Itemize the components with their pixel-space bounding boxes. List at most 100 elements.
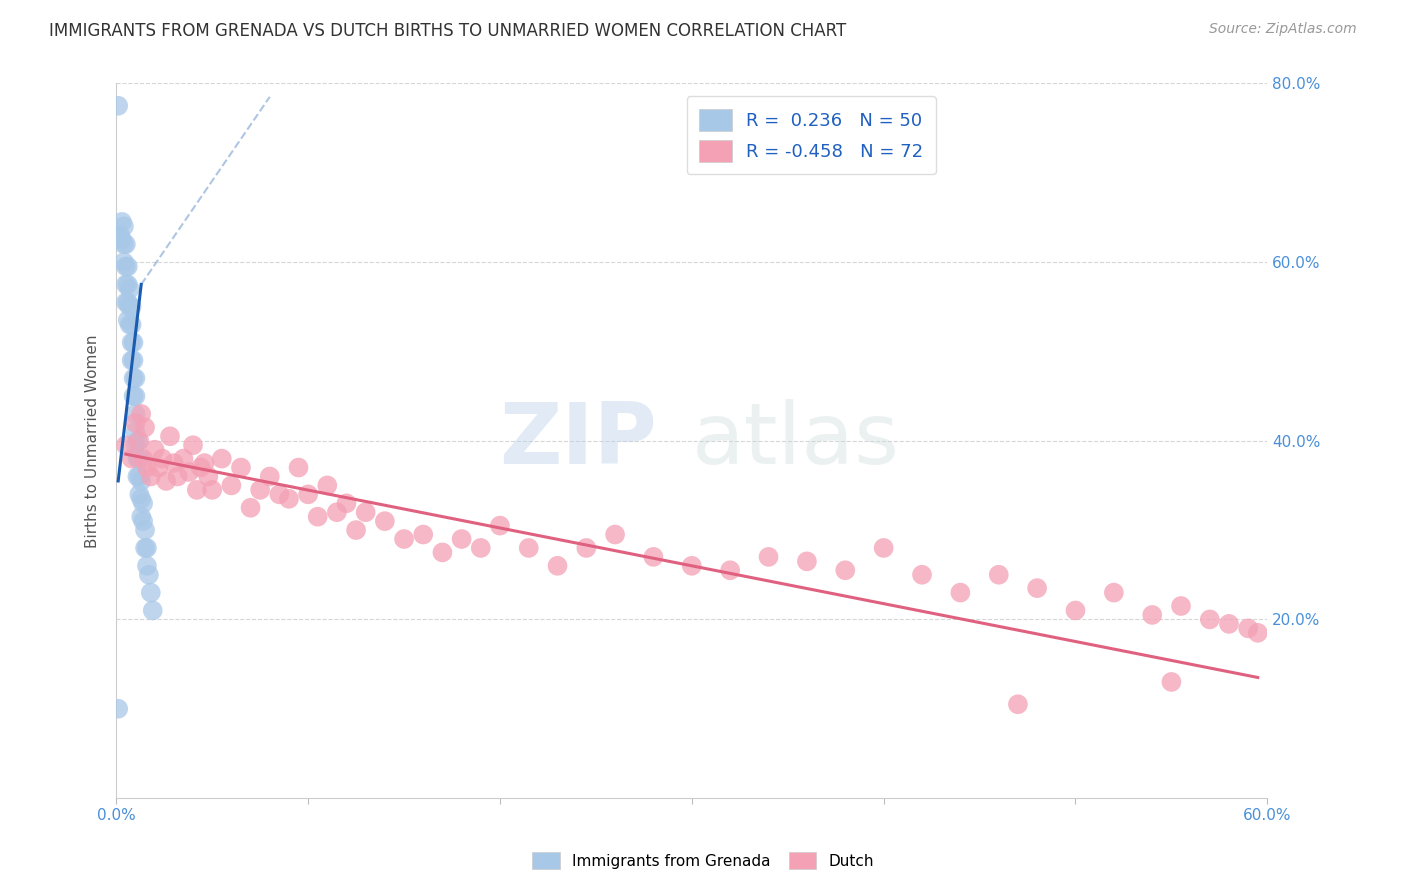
- Point: [115, 260, 138, 274]
- Point: [1160, 675, 1182, 690]
- Point: [1247, 625, 1270, 640]
- Point: [344, 523, 367, 537]
- Point: [872, 541, 894, 555]
- Point: [121, 318, 143, 332]
- Point: [111, 233, 134, 247]
- Point: [122, 389, 145, 403]
- Point: [129, 407, 152, 421]
- Point: [374, 514, 396, 528]
- Point: [107, 702, 129, 716]
- Point: [136, 541, 159, 555]
- Point: [124, 416, 146, 430]
- Point: [190, 460, 212, 475]
- Point: [603, 527, 626, 541]
- Point: [112, 255, 135, 269]
- Point: [124, 438, 146, 452]
- Point: [118, 282, 141, 296]
- Point: [1198, 612, 1220, 626]
- Point: [111, 215, 134, 229]
- Point: [643, 549, 665, 564]
- Text: atlas: atlas: [692, 400, 900, 483]
- Text: Source: ZipAtlas.com: Source: ZipAtlas.com: [1209, 22, 1357, 37]
- Point: [124, 425, 146, 439]
- Point: [197, 469, 219, 483]
- Point: [547, 558, 569, 573]
- Point: [159, 429, 181, 443]
- Point: [575, 541, 598, 555]
- Point: [392, 532, 415, 546]
- Point: [115, 277, 138, 292]
- Point: [221, 478, 243, 492]
- Point: [326, 505, 349, 519]
- Point: [129, 491, 152, 506]
- Point: [115, 438, 138, 452]
- Point: [132, 514, 155, 528]
- Point: [316, 478, 339, 492]
- Point: [796, 554, 818, 568]
- Point: [124, 371, 146, 385]
- Point: [115, 237, 138, 252]
- Point: [121, 300, 143, 314]
- Point: [132, 496, 155, 510]
- Point: [122, 371, 145, 385]
- Point: [249, 483, 271, 497]
- Point: [128, 487, 150, 501]
- Point: [239, 500, 262, 515]
- Point: [987, 567, 1010, 582]
- Point: [107, 99, 129, 113]
- Text: ZIP: ZIP: [499, 400, 657, 483]
- Point: [112, 237, 135, 252]
- Point: [127, 469, 149, 483]
- Point: [122, 353, 145, 368]
- Point: [172, 451, 194, 466]
- Point: [201, 483, 224, 497]
- Point: [1007, 698, 1029, 712]
- Point: [1064, 603, 1087, 617]
- Point: [517, 541, 540, 555]
- Point: [128, 434, 150, 448]
- Point: [148, 460, 170, 475]
- Point: [139, 469, 162, 483]
- Point: [186, 483, 208, 497]
- Point: [1237, 621, 1260, 635]
- Point: [163, 456, 186, 470]
- Point: [489, 518, 512, 533]
- Point: [134, 523, 156, 537]
- Point: [181, 438, 204, 452]
- Point: [132, 451, 155, 466]
- Point: [1102, 585, 1125, 599]
- Point: [117, 260, 139, 274]
- Point: [112, 219, 135, 234]
- Point: [269, 487, 291, 501]
- Point: [128, 469, 150, 483]
- Point: [277, 491, 299, 506]
- Point: [128, 451, 150, 466]
- Point: [124, 389, 146, 403]
- Y-axis label: Births to Unmarried Women: Births to Unmarried Women: [86, 334, 100, 548]
- Point: [115, 295, 138, 310]
- Point: [211, 451, 233, 466]
- Point: [138, 567, 160, 582]
- Legend: R =  0.236   N = 50, R = -0.458   N = 72: R = 0.236 N = 50, R = -0.458 N = 72: [686, 96, 936, 175]
- Point: [143, 442, 166, 457]
- Point: [121, 335, 143, 350]
- Point: [150, 451, 173, 466]
- Point: [134, 541, 156, 555]
- Point: [1218, 616, 1240, 631]
- Point: [1170, 599, 1192, 613]
- Point: [108, 228, 131, 243]
- Point: [297, 487, 319, 501]
- Point: [911, 567, 934, 582]
- Point: [335, 496, 357, 510]
- Point: [127, 451, 149, 466]
- Point: [193, 456, 215, 470]
- Point: [155, 474, 177, 488]
- Point: [121, 451, 143, 466]
- Point: [1142, 607, 1164, 622]
- Point: [136, 558, 159, 573]
- Point: [450, 532, 472, 546]
- Point: [681, 558, 703, 573]
- Point: [949, 585, 972, 599]
- Point: [122, 335, 145, 350]
- Point: [118, 300, 141, 314]
